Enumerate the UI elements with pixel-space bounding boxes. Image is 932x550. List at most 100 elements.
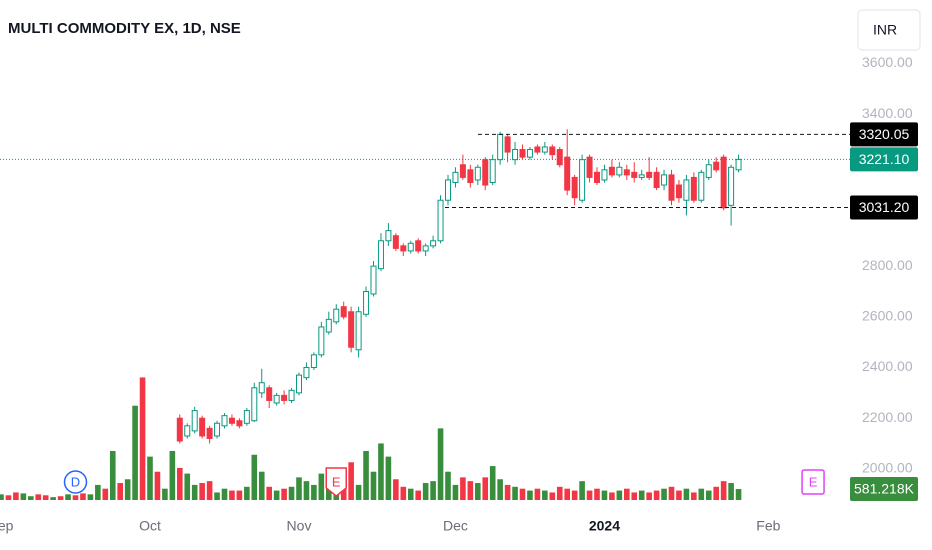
volume-bar bbox=[5, 495, 12, 500]
volume-label: 581.218K bbox=[854, 481, 915, 497]
volume-bar bbox=[20, 493, 27, 500]
volume-bar bbox=[318, 473, 325, 500]
candle-body bbox=[363, 290, 370, 315]
volume-bar bbox=[519, 488, 526, 500]
volume-bar bbox=[221, 488, 228, 500]
volume-bar bbox=[177, 467, 183, 500]
candle-body bbox=[579, 159, 586, 201]
candle-body bbox=[437, 199, 444, 242]
candle-body bbox=[638, 174, 645, 178]
candle-body bbox=[88, 531, 93, 535]
candle-body bbox=[415, 240, 422, 252]
volume-bar bbox=[154, 471, 161, 500]
volume-bar bbox=[147, 456, 153, 500]
volume-bar bbox=[393, 479, 399, 500]
volume-bar bbox=[214, 492, 220, 500]
candle-body bbox=[318, 326, 325, 356]
volume-bar bbox=[542, 490, 548, 500]
candle-body bbox=[556, 149, 563, 166]
candle-body bbox=[303, 367, 310, 379]
candle-body bbox=[467, 169, 474, 183]
volume-bar bbox=[236, 490, 243, 500]
candle-body bbox=[103, 526, 108, 529]
event-marker bbox=[325, 467, 347, 497]
candle-body bbox=[698, 171, 705, 201]
y-tick-label: 2200.00 bbox=[862, 409, 913, 425]
candle-body bbox=[497, 133, 504, 161]
candle-body bbox=[705, 164, 712, 178]
candle-body bbox=[340, 306, 347, 318]
volume-bar bbox=[251, 454, 258, 500]
candle-body bbox=[690, 176, 697, 201]
candle-body bbox=[526, 149, 533, 158]
volume-bar bbox=[653, 490, 660, 500]
level-label-box bbox=[850, 122, 918, 147]
volume-bar bbox=[683, 488, 690, 500]
candle-body bbox=[206, 427, 213, 439]
volume-bar bbox=[549, 492, 556, 500]
candle-body bbox=[236, 420, 243, 427]
candle-body bbox=[125, 523, 130, 527]
volume-bar bbox=[348, 462, 354, 500]
volume-bar bbox=[400, 486, 407, 500]
plot-area bbox=[0, 129, 850, 535]
volume-bar bbox=[430, 481, 436, 500]
candle-body bbox=[512, 149, 519, 161]
volume-bar bbox=[497, 479, 503, 500]
candle-body bbox=[459, 164, 466, 178]
currency-button[interactable] bbox=[857, 9, 921, 51]
candle-body bbox=[623, 169, 630, 176]
candle-body bbox=[228, 417, 235, 424]
candle-body bbox=[296, 374, 302, 394]
volume-bar bbox=[117, 483, 123, 500]
candle-body bbox=[176, 417, 183, 442]
volume-bar bbox=[661, 488, 667, 500]
volume-bar bbox=[698, 488, 705, 500]
candle-body bbox=[445, 179, 451, 201]
candle-body bbox=[58, 532, 63, 533]
candle-body bbox=[370, 265, 377, 295]
volume-bar bbox=[460, 477, 466, 500]
volume-bar bbox=[370, 471, 377, 500]
level-label: 3320.05 bbox=[859, 126, 910, 142]
candle-body bbox=[266, 387, 273, 401]
last-price-label: 3221.10 bbox=[859, 151, 910, 167]
volume-bar bbox=[668, 486, 675, 500]
currency-label[interactable]: INR bbox=[873, 22, 897, 38]
candle-body bbox=[422, 245, 429, 252]
volume-bar bbox=[72, 495, 79, 500]
candle-body bbox=[170, 522, 175, 525]
candle-body bbox=[616, 166, 623, 176]
candle-body bbox=[258, 382, 265, 394]
candle-body bbox=[653, 171, 660, 189]
candle-body bbox=[474, 166, 481, 181]
volume-bar bbox=[273, 490, 280, 500]
volume-bar bbox=[564, 488, 570, 500]
volume-bar bbox=[556, 486, 563, 500]
volume-bar bbox=[437, 428, 444, 500]
volume-bar bbox=[80, 493, 86, 500]
volume-label-box bbox=[850, 477, 918, 502]
y-tick-label: 3400.00 bbox=[862, 105, 913, 121]
candle-body bbox=[13, 530, 18, 534]
volume-bar bbox=[363, 450, 369, 500]
volume-bar bbox=[281, 488, 287, 500]
volume-bar bbox=[534, 488, 541, 500]
candle-body bbox=[683, 179, 690, 201]
candle-body bbox=[377, 240, 384, 270]
candle-body bbox=[385, 230, 392, 242]
volume-bar bbox=[288, 486, 295, 500]
candle-body bbox=[735, 158, 742, 171]
volume-bar bbox=[57, 496, 64, 500]
volume-bar bbox=[326, 483, 332, 500]
volume-bar bbox=[303, 481, 310, 500]
volume-bar bbox=[475, 483, 481, 500]
candle-body bbox=[325, 318, 332, 333]
volume-bar bbox=[579, 481, 585, 500]
y-tick-label: 2600.00 bbox=[862, 308, 913, 324]
candle-body bbox=[646, 171, 653, 178]
volume-bar bbox=[594, 488, 600, 500]
x-tick-label: Sep bbox=[0, 518, 14, 534]
volume-bar bbox=[452, 484, 459, 500]
